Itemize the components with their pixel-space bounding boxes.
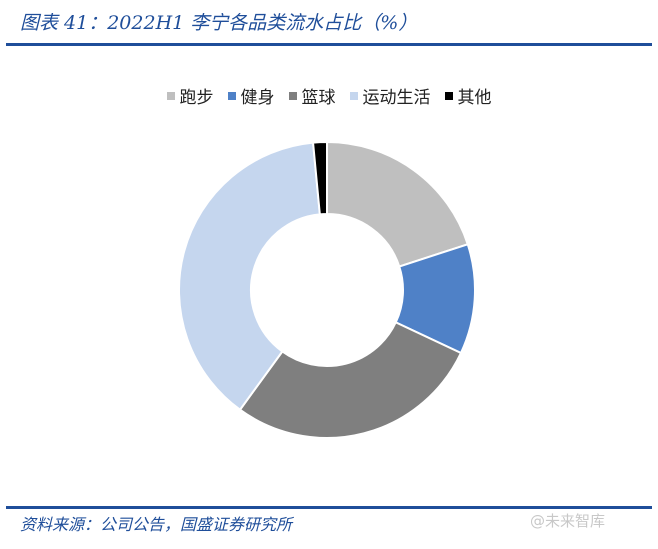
donut-slice-篮球 [238,321,463,439]
legend: 跑步 健身 篮球 运动生活 其他 [0,83,658,108]
legend-label: 其他 [457,88,492,108]
legend-label: 篮球 [301,88,336,108]
chart-title: 图表 41：2022H1 李宁各品类流水占比（%） [20,12,418,34]
donut-slice-跑步 [326,140,470,268]
top-rule [6,43,652,46]
legend-swatch [288,91,297,100]
source-note: 资料来源：公司公告，国盛证券研究所 [20,515,293,534]
legend-label: 跑步 [179,88,214,108]
legend-item: 健身 [227,83,275,108]
legend-label: 运动生活 [362,88,431,108]
legend-swatch [227,91,236,100]
donut-slice-运动生活 [178,141,321,412]
donut-slice-其他 [311,140,328,216]
bottom-rule [6,506,652,509]
legend-item: 其他 [444,83,492,108]
legend-label: 健身 [240,88,275,108]
legend-item: 运动生活 [349,83,431,108]
watermark: @未来智库 [530,512,606,530]
legend-swatch [444,91,453,100]
legend-swatch [349,91,358,100]
legend-item: 跑步 [166,83,214,108]
legend-item: 篮球 [288,83,336,108]
legend-swatch [166,91,175,100]
